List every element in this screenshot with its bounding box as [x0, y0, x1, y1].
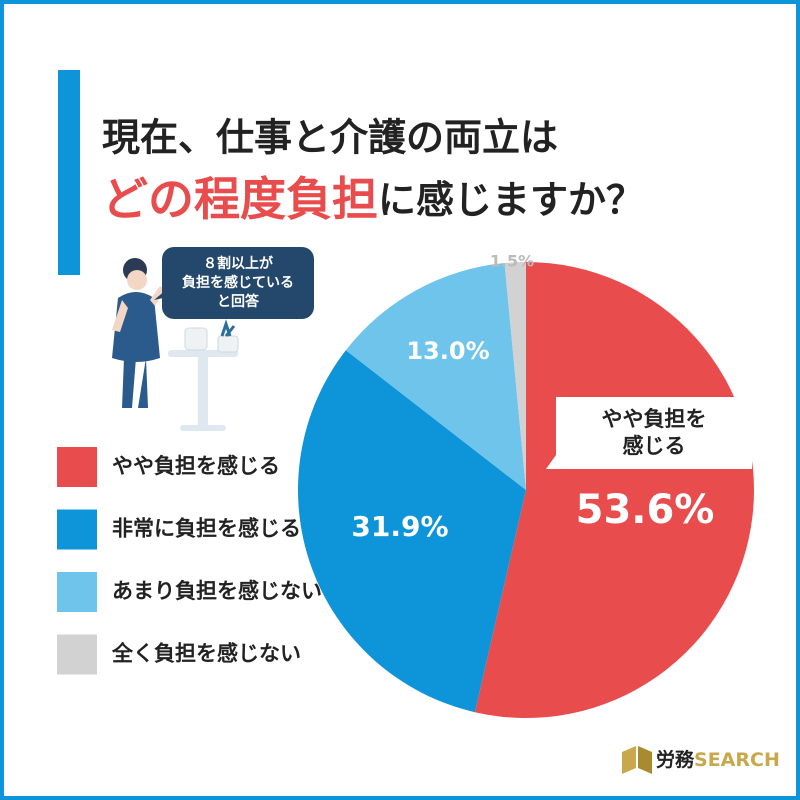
pie: 53.6% 31.9% 13.0% 1.5% — [298, 252, 754, 718]
title-rest: に感じますか？ — [378, 178, 644, 222]
brand-name: 労務SEARCH — [656, 748, 780, 771]
title-highlight: どの程度負担 — [102, 172, 378, 226]
legend-swatch — [57, 509, 97, 550]
brand-logo: 労務SEARCH — [622, 746, 780, 774]
callout-box — [556, 397, 752, 469]
legend-swatch — [57, 447, 97, 487]
bubble-line: と回答 — [217, 293, 260, 310]
bubble-line: 負担を感じている — [182, 274, 294, 291]
value-label: 53.6% — [576, 487, 715, 533]
title-line2: どの程度負担に感じますか？ — [102, 172, 644, 226]
title-line1: 現在、仕事と介護の両立は — [102, 116, 558, 160]
legend-swatch — [57, 572, 97, 612]
illustration — [112, 258, 239, 431]
legend-label: 全く負担を感じない — [111, 642, 301, 666]
pie-slice — [504, 262, 526, 490]
value-label: 13.0% — [406, 337, 489, 365]
legend-swatch — [57, 634, 97, 675]
speech-pointer — [154, 290, 172, 300]
legend-label: 非常に負担を感じる — [112, 517, 301, 541]
pie-slice — [345, 263, 526, 490]
value-label: 31.9% — [351, 510, 448, 543]
callout-pointer — [546, 455, 566, 469]
accent-bar — [58, 70, 80, 275]
callout-text: やや負担を感じる — [602, 407, 707, 458]
legend-label: やや負担を感じる — [112, 454, 280, 478]
brand-sub: SEARCH — [694, 749, 780, 771]
pie-slice — [474, 262, 754, 718]
brand-main: 労務 — [656, 748, 695, 771]
callout-line: 感じる — [623, 434, 686, 458]
bubble-line: ８割以上が — [203, 255, 274, 272]
value-label: 1.5% — [490, 252, 534, 271]
legend-label: あまり負担を感じない — [112, 579, 322, 603]
speech-bubble — [162, 247, 314, 319]
pie-slice — [298, 350, 526, 713]
callout-line: やや負担を — [602, 407, 707, 431]
